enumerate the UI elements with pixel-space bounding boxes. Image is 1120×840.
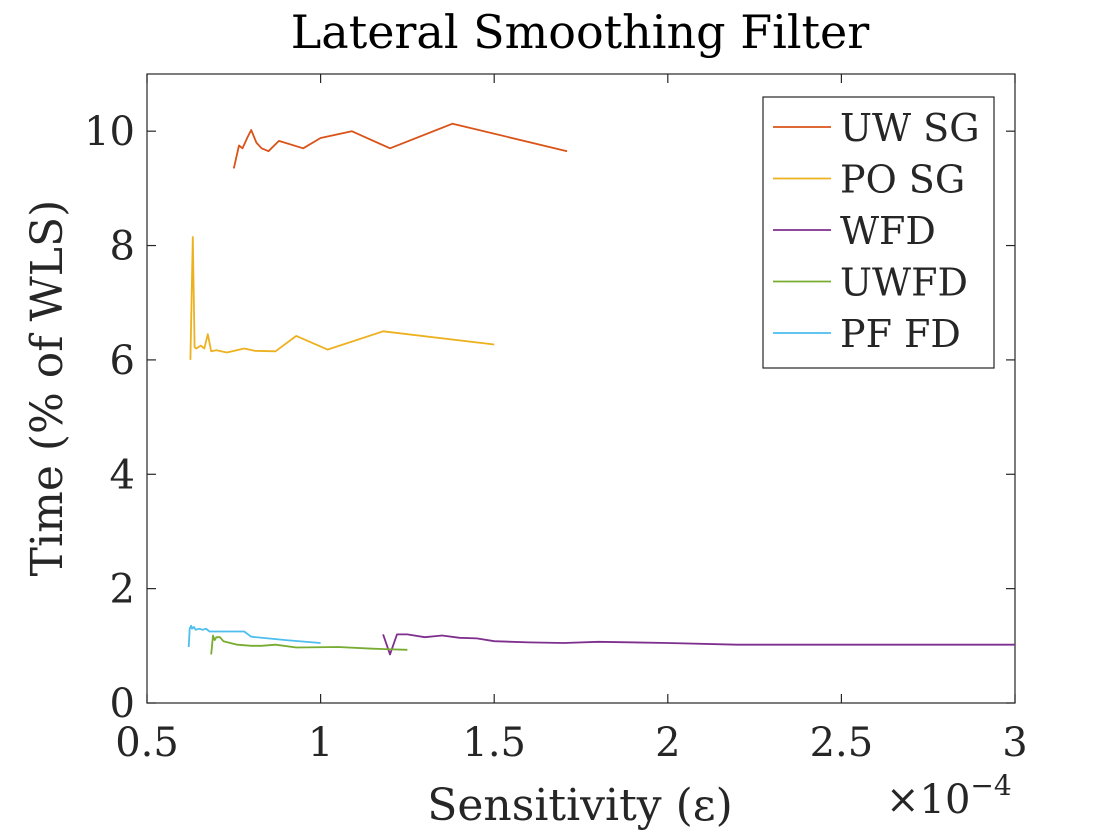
x-tick-label: 1 [308,720,333,766]
x-tick-label: 3 [1002,720,1027,766]
x-axis-multiplier: ×10−4 [886,769,1012,823]
x-tick-label: 2 [655,720,680,766]
y-tick-label: 4 [110,452,135,498]
y-axis: 0 2 4 6 8 10 [84,109,1015,727]
x-axis-label: Sensitivity (ε) [427,780,733,831]
x-tick-label: 2.5 [810,720,874,766]
x-axis-multiplier-exponent: −4 [970,769,1011,802]
legend-box [762,96,995,369]
x-tick-label: 1.5 [462,720,526,766]
y-axis-label: Time (% of WLS) [22,200,73,577]
x-tick-label: 0.5 [115,720,179,766]
series-line-uw-sg [232,122,568,169]
y-tick-label: 0 [110,681,135,727]
y-tick-label: 8 [110,224,135,270]
legend-label: PF FD [840,312,961,356]
series-line-po-sg [189,236,495,360]
y-tick-label: 10 [84,109,135,155]
legend-label: UW SG [840,106,980,150]
legend: UW SG PO SG WFD UWFD PF FD [762,96,995,369]
x-axis-multiplier-base: ×10 [886,777,970,823]
x-axis: 0.5 1 1.5 2 2.5 3 [115,74,1028,766]
chart-title: Lateral Smoothing Filter [291,5,870,59]
series-line-pf-fd [187,624,321,648]
series-lines [187,122,1015,656]
legend-label: WFD [840,209,936,253]
series-line-uwfd [210,634,408,655]
y-tick-label: 6 [110,338,135,384]
legend-label: PO SG [840,158,965,202]
series-line-wfd [382,633,1015,656]
y-tick-label: 2 [110,567,135,613]
legend-label: UWFD [840,261,968,305]
